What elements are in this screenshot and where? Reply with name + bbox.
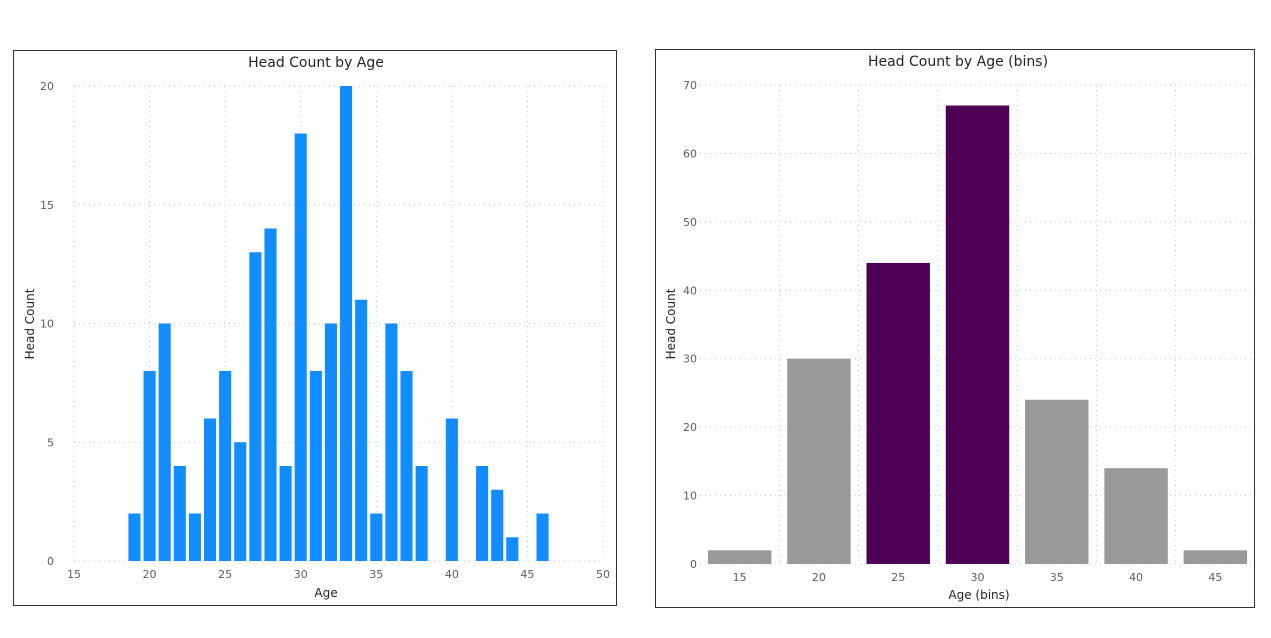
- x-tick-label: 35: [369, 568, 383, 581]
- y-tick-label: 60: [683, 147, 697, 160]
- bar-age-34[interactable]: [355, 299, 368, 561]
- bar-age-22[interactable]: [173, 466, 186, 561]
- bar-age-35[interactable]: [370, 513, 383, 562]
- chart-panel-age-bins: Head Count by Age (bins) Age (bins) Head…: [655, 49, 1255, 608]
- y-axis-title: Head Count: [664, 288, 678, 359]
- bar-age-46[interactable]: [536, 513, 549, 562]
- bar-age-44[interactable]: [506, 537, 519, 561]
- x-tick-label: 40: [1129, 571, 1143, 584]
- y-tick-label: 10: [40, 318, 54, 331]
- bar-age-40[interactable]: [445, 418, 458, 562]
- bar-bin-25[interactable]: [866, 262, 930, 564]
- y-tick-label: 0: [47, 555, 54, 568]
- bar-bin-35[interactable]: [1025, 399, 1089, 564]
- bar-bin-40[interactable]: [1104, 468, 1168, 564]
- y-tick-label: 20: [683, 421, 697, 434]
- y-tick-label: 70: [683, 79, 697, 92]
- bar-bin-45[interactable]: [1183, 550, 1248, 564]
- bar-age-28[interactable]: [264, 228, 277, 562]
- x-tick-label: 35: [1050, 571, 1064, 584]
- x-tick-label: 45: [520, 568, 534, 581]
- chart-title: Head Count by Age (bins): [868, 54, 1048, 70]
- bar-age-20[interactable]: [143, 371, 156, 561]
- bar-age-32[interactable]: [324, 323, 337, 562]
- y-tick-label: 40: [683, 284, 697, 297]
- bar-age-36[interactable]: [385, 323, 398, 562]
- chart-age-bins-svg: Head Count by Age (bins) Age (bins) Head…: [664, 54, 1255, 602]
- bar-age-37[interactable]: [400, 371, 413, 561]
- x-tick-label: 15: [67, 568, 81, 581]
- bar-age-21[interactable]: [158, 323, 171, 562]
- x-tick-label: 30: [294, 568, 308, 581]
- bar-age-31[interactable]: [309, 371, 322, 561]
- bar-age-30[interactable]: [294, 133, 307, 562]
- y-tick-label: 10: [683, 490, 697, 503]
- x-tick-label: 25: [891, 571, 905, 584]
- bar-age-19[interactable]: [128, 513, 141, 562]
- y-tick-label: 20: [40, 80, 54, 93]
- x-tick-label: 20: [143, 568, 157, 581]
- bar-age-25[interactable]: [219, 371, 232, 561]
- bar-age-29[interactable]: [279, 466, 292, 561]
- x-tick-label: 30: [971, 571, 985, 584]
- bar-age-24[interactable]: [203, 418, 217, 562]
- x-axis-title: Age: [314, 586, 337, 600]
- bar-age-27[interactable]: [249, 252, 262, 561]
- y-axis-title: Head Count: [23, 288, 37, 359]
- bar-age-43[interactable]: [491, 489, 504, 561]
- y-tick-label: 30: [683, 353, 697, 366]
- x-tick-label: 20: [812, 571, 826, 584]
- x-axis-title: Age (bins): [948, 588, 1009, 602]
- y-tick-label: 5: [47, 436, 54, 449]
- bar-bin-20[interactable]: [787, 358, 851, 564]
- bar-age-23[interactable]: [188, 513, 201, 562]
- bar-age-26[interactable]: [234, 442, 247, 561]
- y-tick-label: 15: [40, 199, 54, 212]
- bar-bin-15[interactable]: [707, 550, 772, 564]
- x-tick-label: 40: [445, 568, 459, 581]
- bar-bin-30[interactable]: [945, 105, 1010, 565]
- y-tick-label: 0: [690, 558, 697, 571]
- chart-age-svg: Head Count by Age Age Head Count 15 20 25 3…: [23, 55, 610, 600]
- bar-age-42[interactable]: [476, 466, 489, 561]
- bar-age-38[interactable]: [415, 466, 428, 561]
- bar-age-33[interactable]: [340, 86, 353, 561]
- x-tick-label: 15: [733, 571, 747, 584]
- x-tick-label: 50: [596, 568, 610, 581]
- y-tick-label: 50: [683, 216, 697, 229]
- x-tick-label: 25: [218, 568, 232, 581]
- chart-title: Head Count by Age: [248, 55, 384, 71]
- x-tick-label: 45: [1208, 571, 1222, 584]
- chart-panel-age: Head Count by Age Age Head Count 15 20 25 3…: [13, 50, 617, 606]
